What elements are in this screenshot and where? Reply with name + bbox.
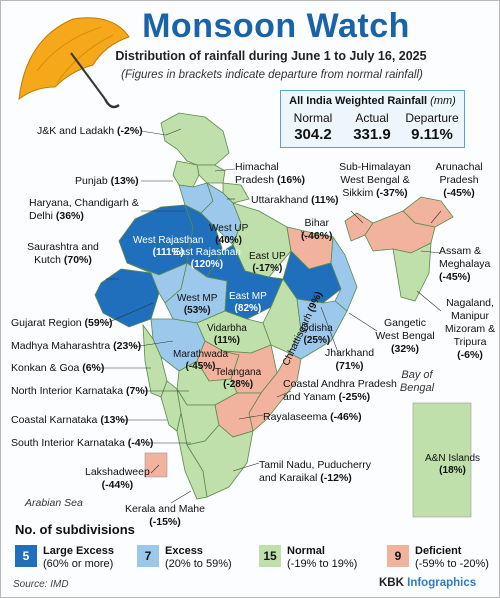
page-note: (Figures in brackets indicate departure … [121, 69, 423, 81]
departure-stat: Departure 9.11% [405, 111, 459, 143]
legend-deficient-swatch: 9 [387, 545, 409, 567]
label-an-islands: A&N Islands (18%) [425, 453, 481, 476]
legend-excess-text: Excess (20% to 59%) [165, 545, 232, 570]
legend-deficient-text: Deficient (-59% to -20%) [415, 545, 489, 570]
label-madhya-maharashtra: Madhya Maharashtra (23%) [11, 340, 142, 352]
mainland [94, 112, 358, 500]
label-saurashtra: Saurashtra and Kutch (70%) [27, 241, 99, 266]
label-rayalaseema: Rayalaseema (-46%) [263, 411, 362, 423]
legend-normal-swatch: 15 [259, 545, 281, 567]
region-himachal [196, 164, 226, 184]
label-nik: North Interior Karnataka (7%) [11, 385, 149, 397]
north-east [344, 196, 454, 302]
an-islands-box [412, 402, 472, 518]
label-sik: South Interior Karnataka (-4%) [11, 437, 154, 449]
leader-lines [101, 128, 442, 504]
lakshadweep-box [144, 452, 168, 478]
label-bay-of-bengal: Bay of Bengal [399, 369, 435, 394]
label-west-up: West UP (40%) [209, 223, 249, 246]
source-note: Source: IMD [13, 579, 69, 590]
legend-large-excess-text: Large Excess (60% or more) [43, 545, 114, 570]
legend-excess-swatch: 7 [137, 545, 159, 567]
region-gangetic-wb [330, 235, 358, 312]
region-ne-states [392, 242, 432, 302]
umbrella-icon [18, 17, 130, 109]
label-himachal: Himachal Pradesh (16%) [235, 161, 306, 186]
label-east-rajasthan: East Rajasthan (120%) [173, 247, 241, 270]
page-title: Monsoon Watch [142, 7, 410, 45]
label-coastal-karnataka: Coastal Karnataka (13%) [11, 414, 129, 426]
region-odisha [288, 298, 348, 360]
label-telangana: Telangana (-28%) [215, 367, 262, 390]
label-west-rajasthan: West Rajasthan (111%) [133, 235, 204, 258]
label-sub-himalayan-wb: Sub-Himalayan West Bengal & Sikkim (-37%… [339, 161, 411, 199]
label-kerala: Kerala and Mahe (-15%) [125, 503, 205, 528]
region-punjab [172, 160, 200, 188]
label-jharkhand: Jharkhand (71%) [325, 347, 375, 372]
label-west-mp: West MP (53%) [177, 293, 218, 316]
label-arabian-sea: Arabian Sea [25, 497, 83, 509]
actual-stat: Actual 331.9 [353, 111, 391, 143]
legend-normal-text: Normal (-19% to 19%) [287, 545, 358, 570]
label-tamil-nadu: Tamil Nadu, Puducherry and Karaikal (-12… [259, 459, 372, 484]
region-tamil-nadu [186, 424, 254, 498]
label-haryana: Haryana, Chandigarh & Delhi (36%) [29, 197, 139, 222]
label-uttarakhand: Uttarakhand (11%) [251, 194, 339, 206]
label-assam: Assam & Meghalaya (-45%) [439, 245, 491, 283]
label-east-up: East UP (-17%) [249, 251, 286, 274]
label-odisha: Odisha (25%) [301, 323, 333, 346]
label-coastal-andhra: Coastal Andhra Pradesh and Yanam (-25%) [283, 378, 397, 403]
label-punjab: Punjab (13%) [75, 175, 139, 187]
label-arunachal: Arunachal Pradesh (-45%) [435, 161, 483, 199]
label-konkan: Konkan & Goa (6%) [11, 362, 105, 374]
brand-credit: KBK Infographics [379, 577, 477, 589]
legend-title: No. of subdivisions [15, 522, 135, 537]
label-east-mp: East MP (82%) [229, 291, 267, 314]
region-jk-ladakh [160, 112, 230, 166]
all-india-rainfall-box: All India Weighted Rainfall (mm) Normal … [280, 90, 465, 148]
page-subtitle: Distribution of rainfall during June 1 t… [115, 49, 427, 63]
label-jk-ladakh: J&K and Ladakh (-2%) [37, 125, 143, 137]
label-lakshadweep: Lakshadweep (-44%) [85, 466, 150, 491]
label-vidarbha: Vidarbha (11%) [207, 323, 247, 346]
label-ne-states: Nagaland, Manipur Mizoram & Tripura (-6%… [444, 297, 496, 361]
all-india-heading: All India Weighted Rainfall (mm) [289, 95, 456, 107]
region-assam [364, 210, 436, 254]
region-uttarakhand [222, 182, 250, 204]
label-marathwada: Marathwada (-45%) [173, 349, 229, 372]
label-gujarat: Gujarat Region (59%) [11, 317, 113, 329]
label-bihar: Bihar (-46%) [301, 217, 333, 242]
normal-stat: Normal 304.2 [293, 111, 333, 143]
label-gangetic-wb: Gangetic West Bengal (32%) [375, 317, 435, 355]
legend-large-excess-swatch: 5 [15, 545, 37, 567]
